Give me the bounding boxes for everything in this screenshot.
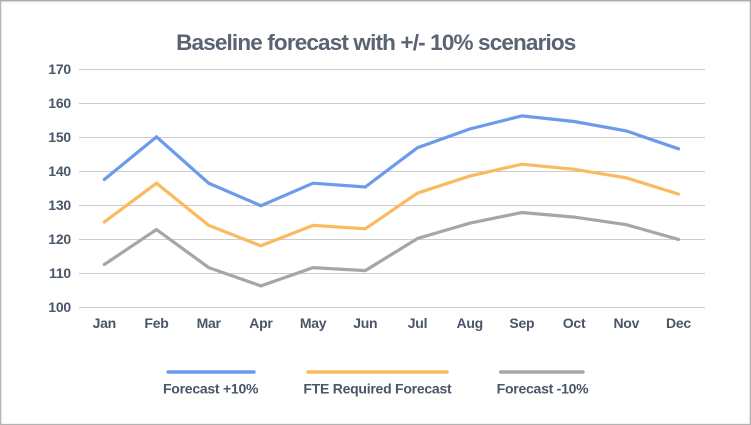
svg-text:Oct: Oct xyxy=(563,315,586,331)
svg-text:FTE Required Forecast: FTE Required Forecast xyxy=(303,380,452,396)
svg-text:150: 150 xyxy=(48,129,71,145)
svg-text:Mar: Mar xyxy=(197,315,222,331)
svg-text:Forecast +10%: Forecast +10% xyxy=(163,380,259,396)
svg-text:130: 130 xyxy=(48,197,71,213)
svg-text:Baseline forecast with +/- 10%: Baseline forecast with +/- 10% scenarios xyxy=(176,30,576,55)
svg-text:Forecast -10%: Forecast -10% xyxy=(497,380,589,396)
svg-text:Feb: Feb xyxy=(144,315,168,331)
svg-text:170: 170 xyxy=(48,61,71,77)
svg-text:May: May xyxy=(300,315,327,331)
svg-text:160: 160 xyxy=(48,95,71,111)
svg-text:Aug: Aug xyxy=(456,315,482,331)
svg-text:Jun: Jun xyxy=(353,315,377,331)
svg-text:Apr: Apr xyxy=(249,315,273,331)
svg-text:110: 110 xyxy=(49,265,71,281)
svg-text:Dec: Dec xyxy=(666,315,691,331)
svg-text:120: 120 xyxy=(48,231,71,247)
svg-text:100: 100 xyxy=(48,299,71,315)
svg-text:Jan: Jan xyxy=(93,315,116,331)
svg-text:Jul: Jul xyxy=(408,315,427,331)
svg-text:140: 140 xyxy=(48,163,71,179)
svg-text:Nov: Nov xyxy=(613,315,639,331)
svg-text:Sep: Sep xyxy=(509,315,534,331)
